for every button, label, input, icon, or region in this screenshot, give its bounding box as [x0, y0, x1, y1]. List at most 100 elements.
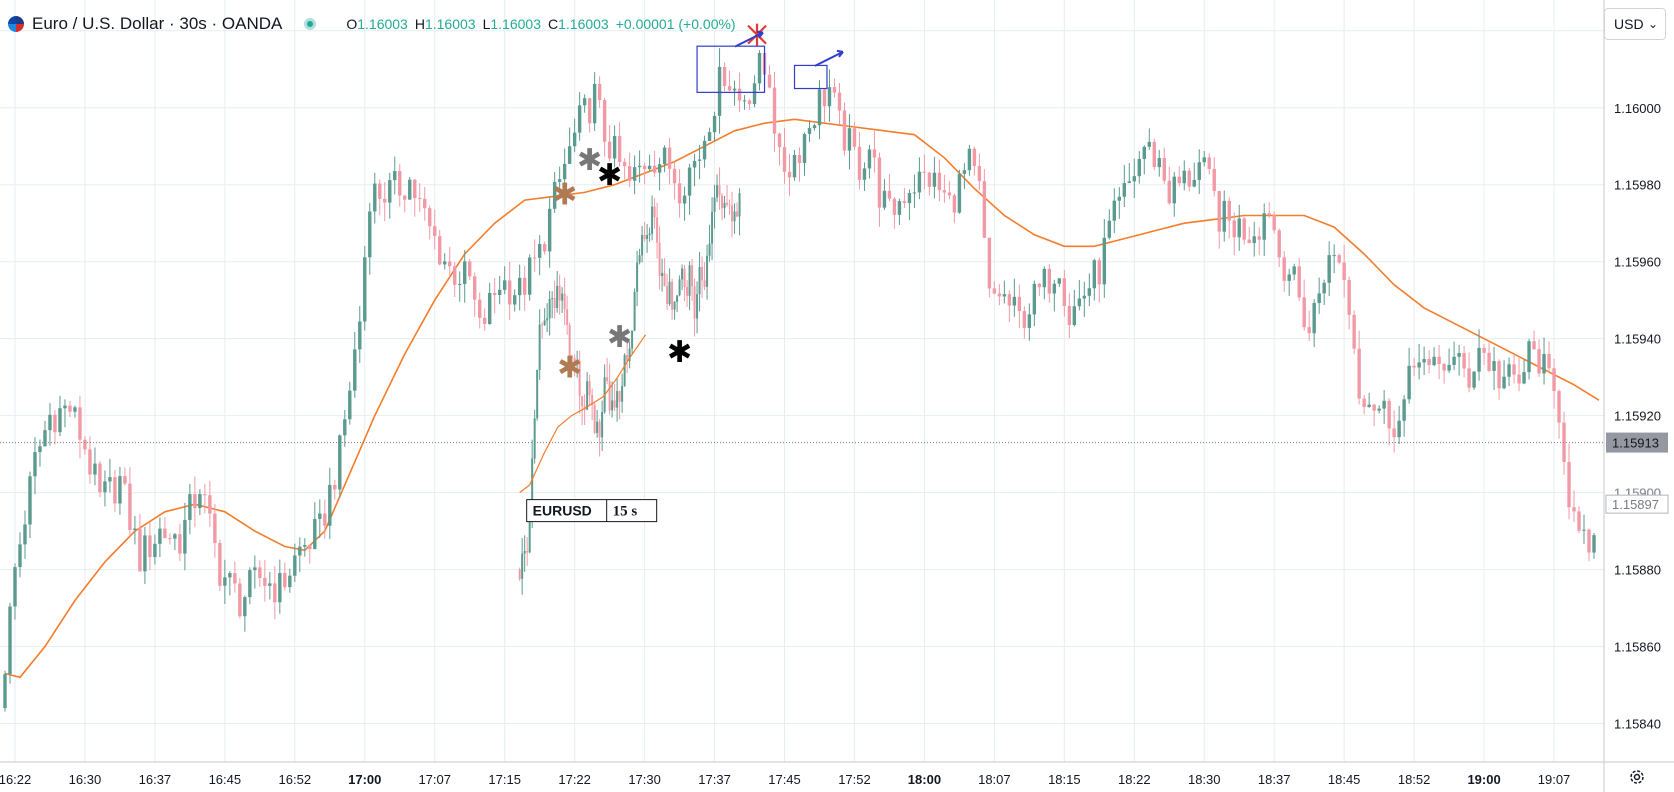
overlay-candle [518, 569, 521, 579]
candle [338, 435, 342, 490]
overlay-candle [646, 235, 649, 239]
x-tick-label: 16:52 [279, 772, 312, 787]
currency-selector[interactable]: USD ⌄ [1604, 8, 1666, 40]
drawing-annotations[interactable]: ✱✱✱✱✱ ✱ [552, 23, 844, 386]
overlay-candle [666, 286, 669, 304]
candle [48, 414, 52, 431]
candle [308, 544, 312, 550]
candle [867, 149, 872, 169]
candle [747, 100, 752, 105]
overlay-candle [571, 357, 574, 359]
candle [642, 165, 647, 170]
overlay-candle [576, 360, 579, 365]
overlay-candle [626, 354, 629, 362]
overlay-candle [693, 286, 696, 319]
candle [517, 277, 522, 296]
candle [1217, 191, 1221, 232]
overlay-candle [678, 279, 681, 296]
candle [1537, 349, 1541, 374]
annotation-asterisk-icon: ✱ [597, 158, 622, 193]
candle [463, 261, 467, 284]
candle [298, 546, 302, 556]
candle [1287, 274, 1291, 281]
overlay-candle [688, 265, 691, 296]
candle [937, 172, 942, 191]
candle [218, 543, 222, 586]
candle [1477, 347, 1481, 372]
x-tick-label: 17:07 [418, 772, 451, 787]
candle [647, 165, 652, 170]
candle [233, 573, 237, 584]
overlay-candle [521, 553, 524, 579]
candle [1352, 314, 1356, 349]
candle [817, 89, 822, 126]
candle [1397, 420, 1401, 438]
candle [487, 292, 492, 324]
candle [737, 88, 742, 101]
candle [1207, 157, 1211, 169]
candle [293, 555, 297, 576]
candle [1502, 376, 1506, 389]
candle [258, 567, 262, 578]
x-tick-label: 18:30 [1188, 772, 1221, 787]
overlay-candle [578, 360, 581, 397]
candle [1212, 168, 1216, 192]
candle [1172, 176, 1176, 204]
candle [158, 528, 162, 544]
overlay-candle [608, 380, 611, 411]
overlay-candle [586, 381, 589, 410]
candle [98, 463, 102, 493]
overlay-candle [596, 421, 599, 433]
candle [482, 317, 487, 324]
candle [408, 179, 412, 200]
overlay-candle [561, 293, 564, 301]
candle [1047, 268, 1052, 294]
overlay-candle [568, 325, 571, 358]
candle [1547, 353, 1551, 369]
candle [1292, 266, 1296, 275]
candle [128, 483, 132, 531]
candle [1302, 297, 1306, 328]
candle [492, 292, 497, 296]
candle [223, 577, 227, 586]
secondary-price-label: 1.15897 [1612, 497, 1659, 512]
candle [453, 266, 457, 285]
overlay-candle [651, 206, 654, 234]
candle [1017, 296, 1022, 312]
gear-icon[interactable] [1628, 768, 1646, 786]
candle [722, 66, 727, 87]
candle [992, 288, 997, 294]
candle [473, 276, 477, 300]
overlay-candle [738, 193, 741, 217]
candle [592, 83, 597, 124]
candle [1062, 278, 1067, 306]
candle [1182, 170, 1186, 184]
candle [313, 518, 317, 550]
candle [438, 236, 442, 265]
candle [1512, 364, 1516, 375]
candle [977, 166, 982, 182]
overlay-candle [636, 262, 639, 292]
candle [1452, 356, 1456, 365]
candle [652, 165, 657, 173]
overlay-candle [691, 265, 694, 287]
overlay-candle [703, 280, 706, 287]
overlay-candle [648, 233, 651, 236]
candle [887, 190, 892, 199]
candle [742, 100, 747, 102]
candle [1482, 347, 1486, 353]
candle [213, 513, 217, 544]
ohlc-close-value: 1.16003 [558, 16, 609, 32]
candle [1007, 294, 1012, 306]
y-tick-label: 1.15980 [1614, 178, 1661, 193]
candle [118, 476, 122, 504]
symbol-title[interactable]: Euro / U.S. Dollar · 30s · OANDA [32, 14, 283, 33]
candle [73, 407, 77, 412]
candle [1067, 305, 1072, 326]
overlay-candle [733, 211, 736, 222]
overlay-candle [591, 394, 594, 405]
overlay-candle [566, 309, 569, 326]
candle [1412, 365, 1416, 368]
candle [13, 567, 17, 607]
